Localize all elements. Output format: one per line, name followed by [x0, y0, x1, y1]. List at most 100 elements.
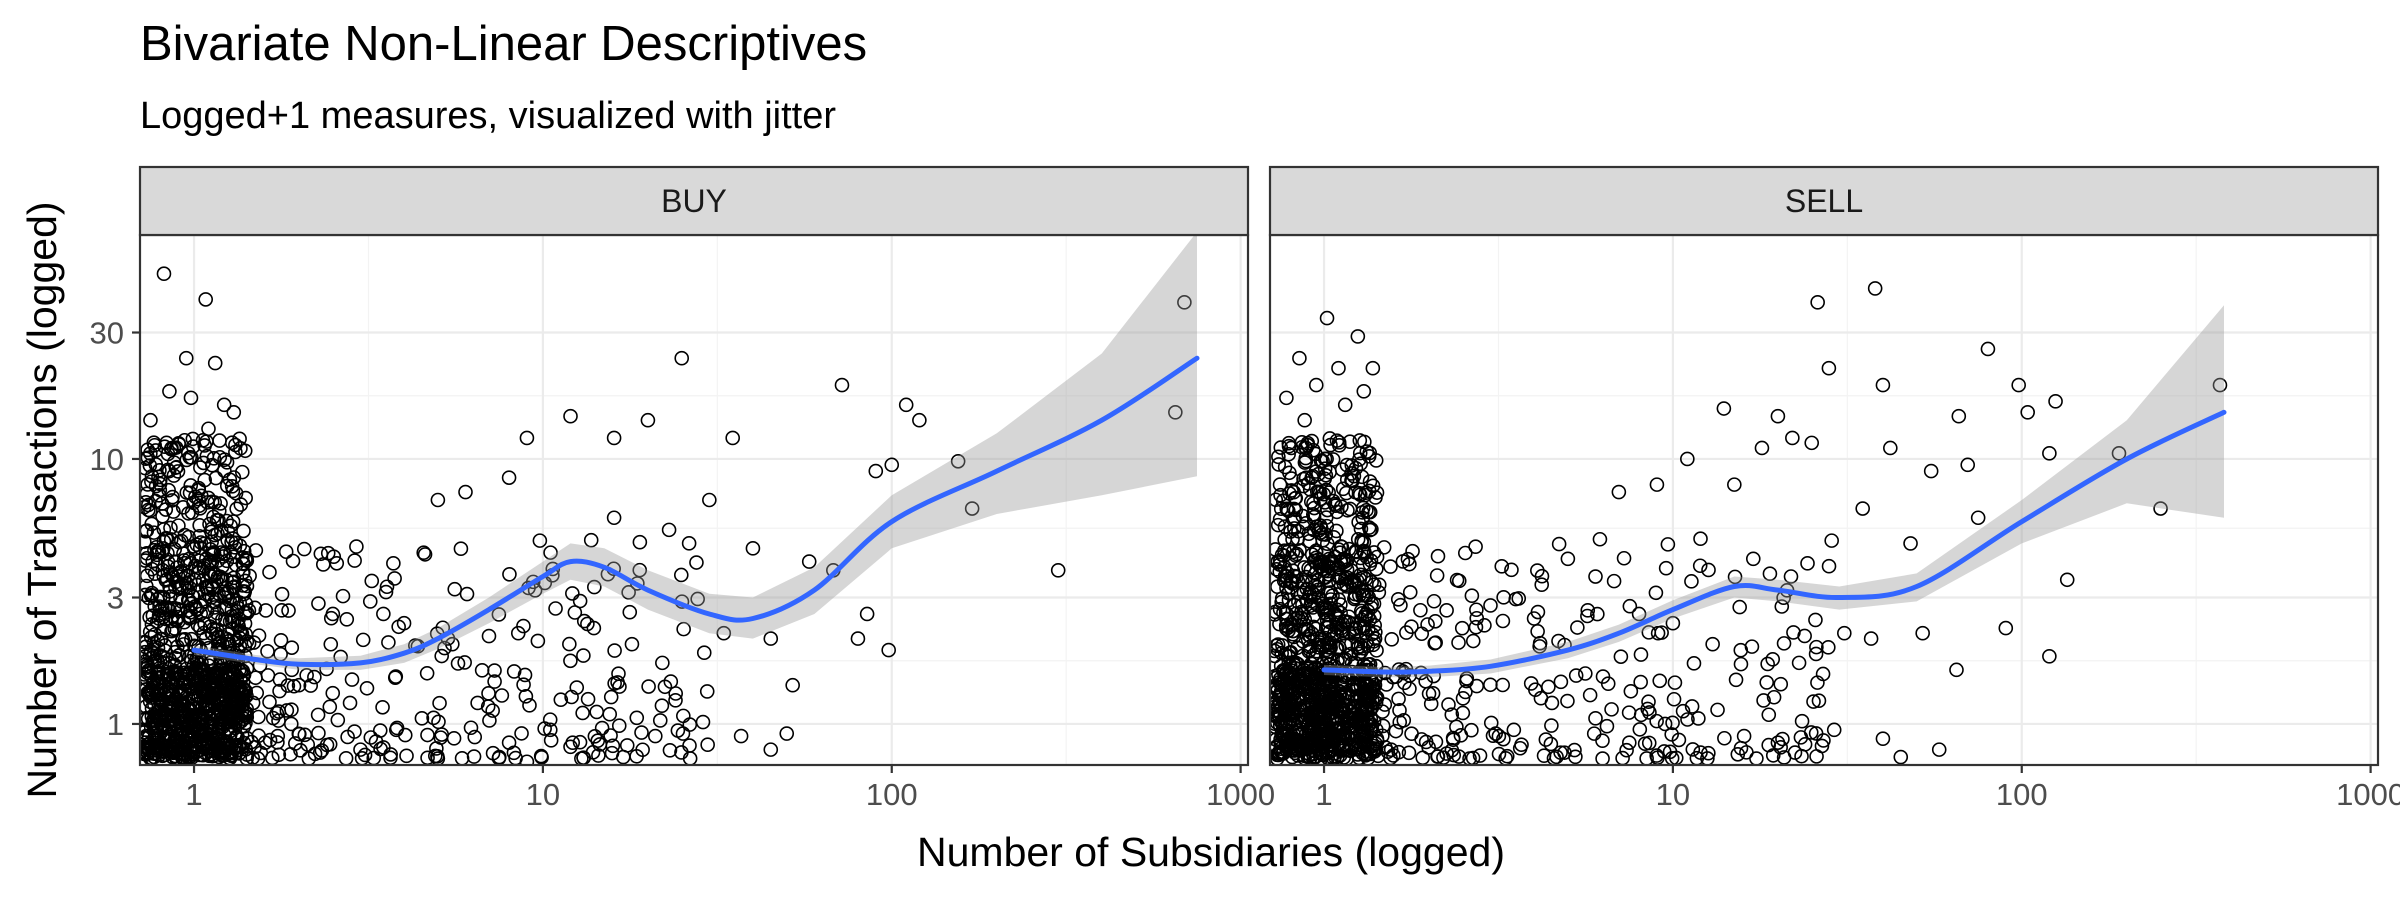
jitter-point [674, 745, 689, 760]
data-point [1867, 281, 1883, 296]
data-point [216, 397, 232, 413]
jitter-point [565, 586, 580, 601]
jitter-point [1286, 512, 1302, 528]
data-point [1745, 551, 1761, 567]
jitter-point [1567, 742, 1582, 758]
jitter-point [1658, 560, 1674, 576]
smooth-line [1321, 409, 2227, 675]
jitter-point [185, 439, 201, 454]
jitter-point [434, 648, 449, 664]
jitter-point [1271, 457, 1287, 472]
jitter-point [262, 564, 277, 580]
jitter-point [1640, 701, 1656, 717]
jitter-point [1604, 702, 1619, 717]
jitter-point [146, 435, 162, 451]
data-point [162, 384, 177, 399]
jitter-point [1717, 730, 1732, 746]
jitter-point [563, 653, 578, 669]
jitter-point [381, 635, 396, 650]
jitter-point [329, 555, 345, 571]
jitter-point [1580, 608, 1595, 624]
jitter-point [1288, 490, 1304, 506]
jitter-point [1362, 678, 1377, 694]
jitter-point [187, 558, 203, 574]
jitter-point [163, 520, 178, 536]
jitter-point [463, 720, 479, 736]
jitter-point [580, 691, 596, 707]
data-point [2020, 404, 2035, 420]
jitter-point [280, 678, 296, 693]
data-point [884, 457, 900, 473]
jitter-point [200, 733, 215, 749]
jitter-point [695, 714, 711, 730]
jitter-point [506, 664, 522, 679]
jitter-point [517, 667, 533, 683]
jitter-point [208, 470, 224, 486]
jitter-point [171, 647, 187, 663]
jitter-point [1361, 520, 1377, 535]
jitter-point [1285, 617, 1301, 633]
jitter-point [217, 590, 232, 605]
jitter-point [1633, 674, 1648, 690]
jitter-point [157, 643, 173, 658]
jitter-point [164, 623, 179, 639]
jitter-point [1430, 548, 1446, 564]
data-point [1177, 295, 1192, 310]
jitter-point [1317, 461, 1333, 476]
data-point [2111, 446, 2127, 461]
jitter-point [1341, 624, 1357, 640]
jitter-point [195, 686, 211, 701]
data-point [2042, 446, 2057, 461]
jitter-point [502, 566, 517, 582]
jitter-point [197, 616, 213, 632]
data-point [563, 739, 578, 755]
data-point [624, 636, 640, 652]
jitter-point [1353, 456, 1369, 471]
jitter-point [153, 740, 168, 755]
facet-panel-buy: BUY 1 10 100 1000 1 3 10 30 [90, 165, 1275, 812]
jitter-point [1283, 440, 1299, 456]
jitter-point [1352, 445, 1368, 461]
jitter-point [1305, 704, 1321, 720]
jitter-point [1329, 696, 1344, 712]
jitter-point [227, 612, 242, 628]
data-point [733, 728, 749, 744]
data-point [430, 751, 446, 765]
jitter-point [249, 685, 265, 701]
jitter-point [1468, 619, 1484, 635]
jitter-point [1662, 744, 1678, 760]
jitter-point [234, 662, 249, 678]
jitter-point [311, 596, 326, 611]
jitter-point [1313, 453, 1329, 469]
panels-layer: BUY 1 10 100 1000 1 3 10 30 SELL 1 10 100 1000 [90, 165, 2400, 812]
jitter-point [140, 578, 154, 594]
jitter-point [1633, 647, 1649, 662]
jitter-point [188, 489, 203, 505]
jitter-point [1656, 744, 1672, 759]
data-point [702, 492, 717, 508]
jitter-point [160, 554, 176, 570]
jitter-point [271, 704, 287, 719]
jitter-point [376, 606, 391, 622]
jitter-point [140, 553, 153, 568]
y-tick-label: 10 [90, 442, 124, 477]
data-point [156, 266, 172, 282]
jitter-point [1369, 643, 1384, 658]
data-point [1483, 598, 1498, 613]
jitter-point [163, 532, 179, 547]
data-point [912, 412, 927, 428]
jitter-point [1765, 652, 1781, 667]
jitter-point [202, 516, 217, 532]
jitter-point [1364, 681, 1380, 696]
jitter-point [426, 710, 441, 726]
data-point [1903, 536, 1918, 551]
jitter-point [485, 703, 500, 718]
jitter-point [269, 705, 285, 721]
jitter-point [219, 513, 234, 529]
jitter-point [457, 655, 472, 670]
x-tick-label: 10 [1656, 777, 1690, 812]
x-tick-label: 1000 [2336, 777, 2400, 812]
jitter-point [548, 601, 563, 616]
jitter-point [1276, 727, 1292, 742]
jitter-point [233, 441, 248, 456]
